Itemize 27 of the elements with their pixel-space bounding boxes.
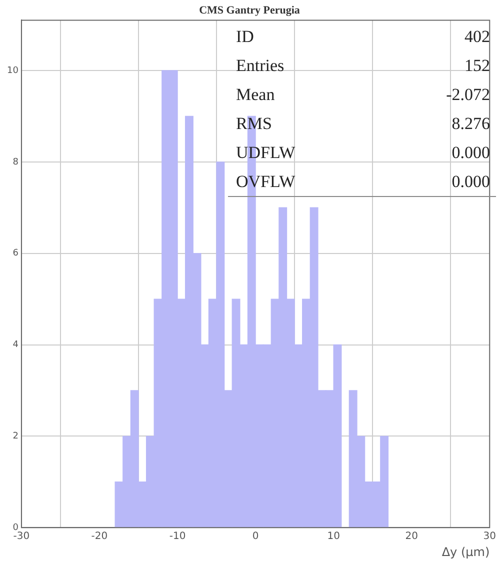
annotation: Mean — [236, 84, 275, 104]
annotation: UDFLW — [236, 142, 296, 162]
annotation: 8.276 — [452, 114, 490, 134]
annotation: Entries — [236, 56, 284, 76]
x-tick-label: -30 — [13, 531, 30, 542]
y-tick-label: 10 — [7, 66, 19, 76]
annotation: OVFLW — [236, 172, 296, 192]
chart-title: CMS Gantry Perugia — [199, 4, 300, 16]
annotation: -2.072 — [446, 84, 490, 104]
x-tick-label: 0 — [252, 531, 259, 542]
x-tick-label: 30 — [483, 531, 496, 542]
annotation: 0.000 — [452, 142, 490, 162]
y-tick-label: 4 — [12, 340, 19, 350]
annotation: ID — [236, 26, 254, 46]
x-axis-title: Δy (μm) — [442, 544, 490, 559]
y-tick-label: 2 — [12, 432, 18, 442]
y-tick-label: 0 — [12, 522, 19, 533]
x-tick-label: -20 — [91, 531, 108, 542]
annotation: 0.000 — [452, 172, 490, 192]
annotation: 402 — [464, 26, 490, 46]
annotation: 152 — [464, 56, 490, 76]
x-tick-label: 10 — [327, 531, 340, 542]
x-tick-label: 20 — [405, 531, 418, 542]
x-tick-label: -10 — [169, 531, 186, 542]
annotation: RMS — [236, 114, 272, 134]
y-tick-label: 6 — [12, 248, 19, 259]
y-tick-label: 8 — [12, 157, 19, 168]
